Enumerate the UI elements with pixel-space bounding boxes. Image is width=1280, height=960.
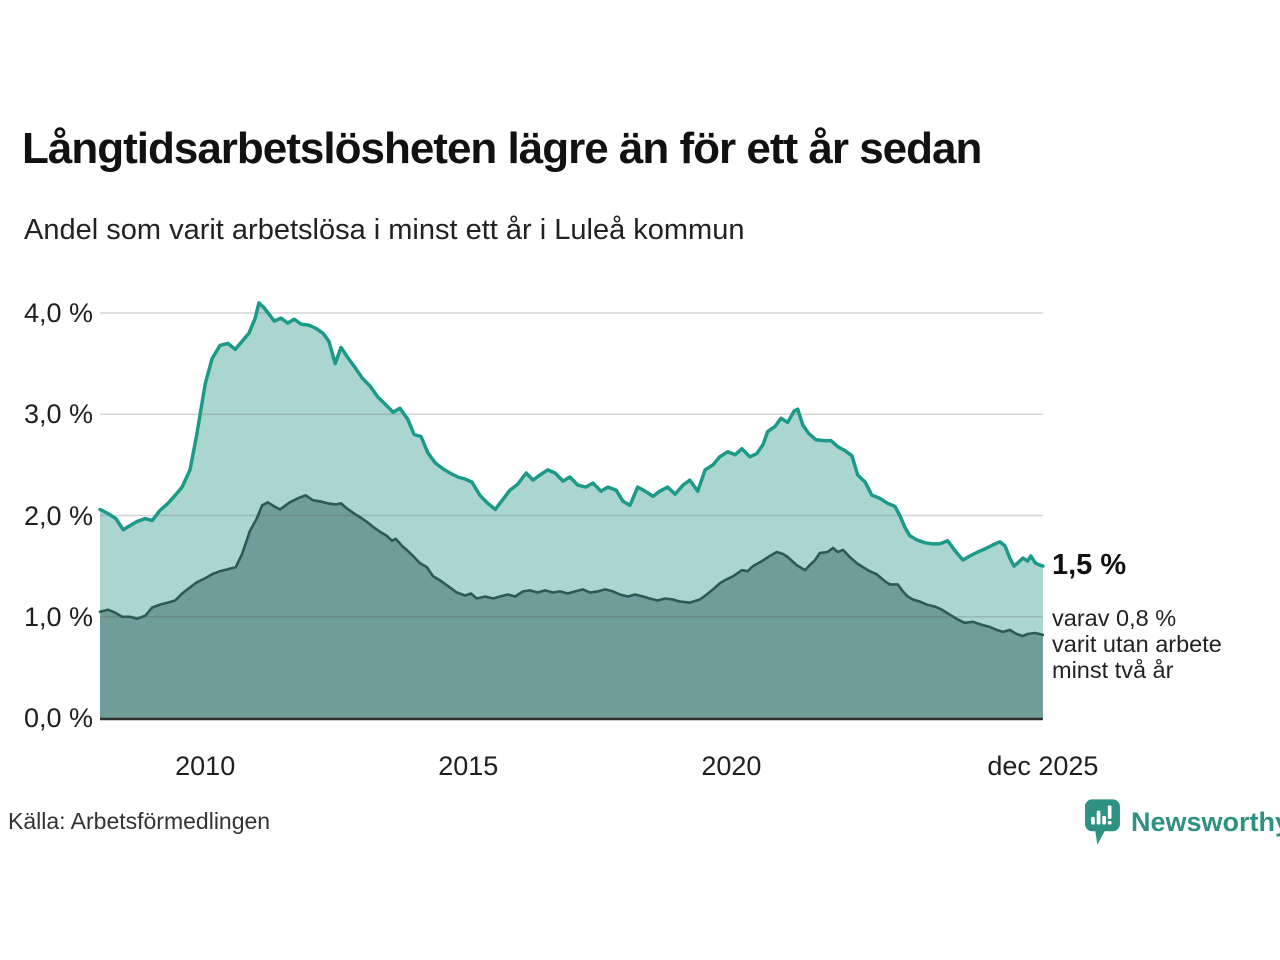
newsworthy-logo-icon — [1085, 799, 1120, 845]
y-tick-label: 2,0 % — [23, 500, 93, 531]
y-tick-label: 1,0 % — [23, 601, 93, 632]
y-axis-labels: 0,0 % 1,0 % 2,0 % 3,0 % 4,0 % — [0, 0, 93, 960]
note-line: minst två år — [1052, 657, 1174, 683]
note-line: varav 0,8 % — [1052, 605, 1177, 631]
area-fill-series-2 — [100, 495, 1043, 718]
newsworthy-logo-text: Newsworthy — [1131, 807, 1280, 837]
x-tick-label: 2015 — [438, 751, 499, 781]
y-tick-label: 4,0 % — [23, 298, 93, 328]
series-line-1 — [98, 301, 1045, 568]
latest-value-note: varav 0,8 % varit utan arbete minst två … — [1052, 605, 1267, 683]
x-tick-label: dec 2025 — [987, 751, 1099, 781]
x-tick-label: 2020 — [701, 751, 762, 781]
page-title: Långtidsarbetslösheten lägre än för ett … — [22, 124, 982, 173]
latest-value-label: 1,5 % — [1052, 549, 1127, 581]
series-line-2 — [98, 494, 1045, 638]
note-line: varit utan arbete — [1052, 631, 1222, 657]
newsworthy-logo: Newsworthy — [1085, 799, 1280, 846]
chart-subtitle: Andel som varit arbetslösa i minst ett å… — [24, 214, 745, 246]
latest-value-annotation: 1,5 % varav 0,8 % varit utan arbete mins… — [1052, 549, 1267, 683]
x-tick-label: 2010 — [175, 751, 236, 781]
source-text: Källa: Arbetsförmedlingen — [8, 808, 271, 834]
y-tick-label: 3,0 % — [23, 399, 93, 430]
y-tick-label: 0,0 % — [23, 703, 93, 733]
